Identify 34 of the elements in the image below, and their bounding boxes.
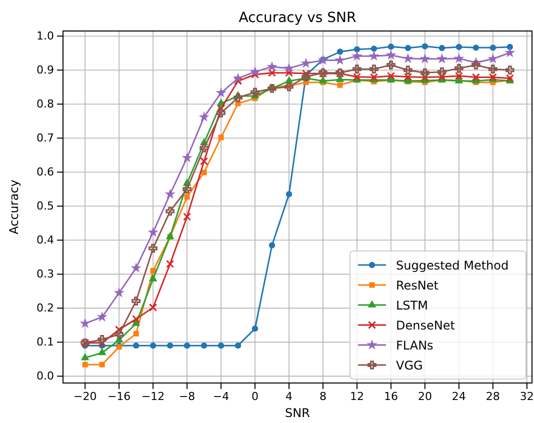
y-tick-label: 0.2	[36, 302, 54, 315]
y-tick-label: 0.0	[36, 370, 54, 383]
x-tick-label: 8	[319, 390, 326, 403]
x-tick-label: 28	[486, 390, 500, 403]
y-axis-title: Accuracy	[7, 180, 21, 234]
x-tick-label: 0	[252, 390, 259, 403]
x-tick-label: 20	[418, 390, 432, 403]
x-tick-label: −8	[178, 390, 196, 403]
x-tick-label: −4	[212, 390, 230, 403]
legend-label: FLANs	[396, 338, 434, 352]
chart-title: Accuracy vs SNR	[238, 10, 357, 26]
x-tick-label: 32	[520, 390, 534, 403]
x-tick-label: 24	[452, 390, 466, 403]
x-axis-title: SNR	[285, 406, 310, 420]
legend-label: Suggested Method	[396, 258, 509, 272]
y-tick-label: 0.7	[36, 132, 54, 145]
legend-label: VGG	[396, 358, 423, 372]
y-tick-label: 0.8	[36, 98, 54, 111]
x-tick-label: 12	[350, 390, 364, 403]
y-tick-label: 0.9	[36, 64, 54, 77]
x-tick-label: −12	[141, 390, 165, 403]
x-tick-label: 16	[384, 390, 398, 403]
x-tick-label: −20	[73, 390, 97, 403]
y-tick-label: 0.5	[36, 200, 54, 213]
legend-label: ResNet	[396, 278, 439, 292]
x-tick-label: −16	[107, 390, 131, 403]
y-tick-label: 0.6	[36, 166, 54, 179]
y-tick-label: 0.1	[36, 336, 54, 349]
legend-label: DenseNet	[396, 318, 456, 332]
x-tick-label: 4	[286, 390, 293, 403]
y-tick-label: 0.4	[36, 234, 54, 247]
y-tick-label: 1.0	[36, 30, 54, 43]
y-tick-label: 0.3	[36, 268, 54, 281]
legend-label: LSTM	[396, 298, 428, 312]
